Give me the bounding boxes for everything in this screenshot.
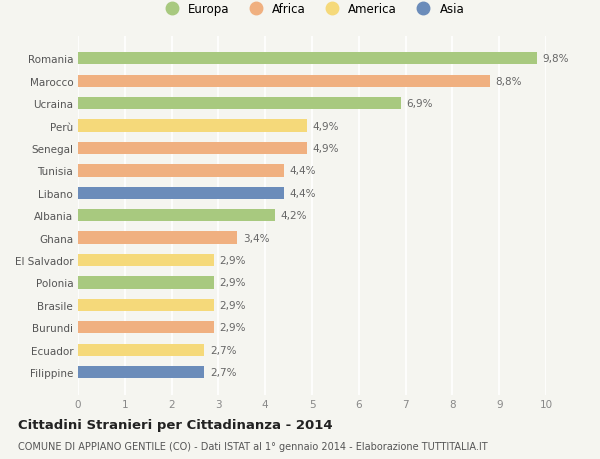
Text: 4,4%: 4,4% bbox=[290, 166, 316, 176]
Text: 4,9%: 4,9% bbox=[313, 121, 340, 131]
Bar bbox=[78, 120, 307, 132]
Text: 4,2%: 4,2% bbox=[280, 211, 307, 221]
Text: 2,9%: 2,9% bbox=[220, 256, 246, 265]
Bar bbox=[78, 344, 205, 356]
Text: COMUNE DI APPIANO GENTILE (CO) - Dati ISTAT al 1° gennaio 2014 - Elaborazione TU: COMUNE DI APPIANO GENTILE (CO) - Dati IS… bbox=[18, 441, 488, 451]
Bar bbox=[78, 53, 536, 65]
Text: 9,8%: 9,8% bbox=[542, 54, 569, 64]
Text: 2,9%: 2,9% bbox=[220, 323, 246, 333]
Bar bbox=[78, 210, 275, 222]
Text: 2,7%: 2,7% bbox=[210, 367, 236, 377]
Bar bbox=[78, 254, 214, 267]
Bar bbox=[78, 321, 214, 334]
Bar bbox=[78, 165, 284, 177]
Bar bbox=[78, 299, 214, 311]
Bar bbox=[78, 366, 205, 379]
Text: 4,4%: 4,4% bbox=[290, 188, 316, 198]
Bar bbox=[78, 142, 307, 155]
Bar bbox=[78, 187, 284, 200]
Text: Cittadini Stranieri per Cittadinanza - 2014: Cittadini Stranieri per Cittadinanza - 2… bbox=[18, 418, 332, 431]
Text: 2,7%: 2,7% bbox=[210, 345, 236, 355]
Text: 2,9%: 2,9% bbox=[220, 278, 246, 288]
Bar bbox=[78, 277, 214, 289]
Text: 2,9%: 2,9% bbox=[220, 300, 246, 310]
Legend: Europa, Africa, America, Asia: Europa, Africa, America, Asia bbox=[156, 0, 468, 20]
Bar bbox=[78, 75, 490, 88]
Text: 8,8%: 8,8% bbox=[496, 77, 522, 86]
Bar bbox=[78, 232, 237, 244]
Text: 3,4%: 3,4% bbox=[243, 233, 269, 243]
Bar bbox=[78, 98, 401, 110]
Text: 4,9%: 4,9% bbox=[313, 144, 340, 154]
Text: 6,9%: 6,9% bbox=[407, 99, 433, 109]
